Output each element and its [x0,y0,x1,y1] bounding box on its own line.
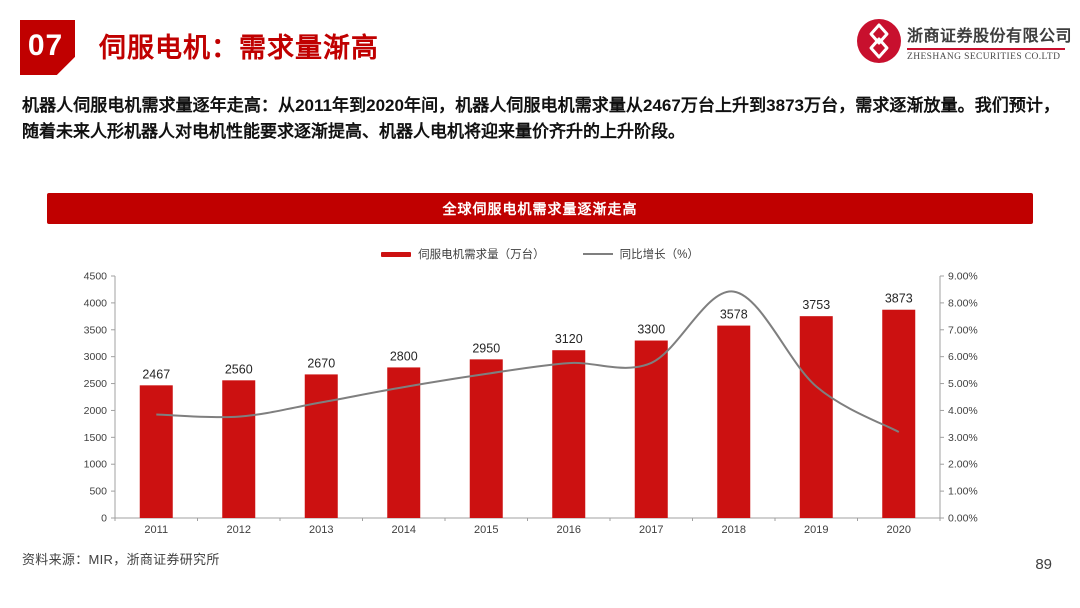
svg-text:4.00%: 4.00% [948,405,978,417]
demand-chart: 0 500 1000 1500 2000 2500 3000 3500 4000 4500 0.00… [84,271,978,537]
svg-text:2018: 2018 [722,524,746,536]
legend-demand-label: 伺服电机需求量（万台） [418,249,545,261]
intro-paragraph: 机器人伺服电机需求量逐年走高：从2011年到2020年间，机器人伺服电机需求量从… [22,96,1060,141]
logo-text-block: 浙商证券股份有限公司 ZHESHANG SECURITIES CO.LTD [907,18,1072,62]
legend-item-demand: 伺服电机需求量（万台） [381,246,545,262]
svg-text:3753: 3753 [802,298,830,312]
section-number-badge: 07 [20,20,75,75]
svg-text:2000: 2000 [84,405,108,417]
svg-text:0: 0 [101,513,107,525]
company-logo: 浙商证券股份有限公司 ZHESHANG SECURITIES CO.LTD [856,18,1072,64]
svg-text:2020: 2020 [887,524,911,536]
chart-title-banner: 全球伺服电机需求量逐渐走高 [47,193,1033,224]
svg-text:2950: 2950 [472,341,500,355]
svg-text:2019: 2019 [804,524,828,536]
svg-text:3.00%: 3.00% [948,432,978,444]
svg-text:2500: 2500 [84,378,108,390]
company-name-cn: 浙商证券股份有限公司 [907,28,1073,45]
page-number: 89 [1035,556,1052,573]
chart-title: 全球伺服电机需求量逐渐走高 [442,200,638,217]
svg-text:2560: 2560 [225,362,253,376]
svg-text:2013: 2013 [309,524,333,536]
company-name-en: ZHESHANG SECURITIES CO.LTD [907,52,1061,62]
svg-text:2014: 2014 [392,524,416,536]
svg-text:7.00%: 7.00% [948,324,978,336]
svg-text:2012: 2012 [227,524,251,536]
svg-text:4000: 4000 [84,297,108,309]
svg-text:5.00%: 5.00% [948,378,978,390]
svg-text:2800: 2800 [390,349,418,363]
svg-text:2670: 2670 [307,356,335,370]
svg-text:2016: 2016 [557,524,581,536]
svg-text:3000: 3000 [84,351,108,363]
svg-text:3500: 3500 [84,324,108,336]
page-title: 伺服电机：需求量渐高 [99,33,379,63]
chart-legend: 伺服电机需求量（万台） 同比增长（%） [0,246,1080,262]
legend-line-swatch [582,253,613,255]
svg-text:2015: 2015 [474,524,498,536]
svg-text:1.00%: 1.00% [948,486,978,498]
svg-text:3873: 3873 [885,292,913,306]
svg-text:9.00%: 9.00% [948,271,978,283]
svg-text:3300: 3300 [637,323,665,337]
svg-text:6.00%: 6.00% [948,351,978,363]
logo-mark-icon [857,19,901,63]
source-note: 资料来源：MIR，浙商证券研究所 [22,552,220,567]
svg-text:3120: 3120 [555,332,583,346]
svg-text:2017: 2017 [639,524,663,536]
svg-text:2467: 2467 [142,367,170,381]
company-name-underline [907,48,1065,50]
legend-item-growth: 同比增长（%） [582,246,699,262]
svg-text:1500: 1500 [84,432,108,444]
svg-text:4500: 4500 [84,271,108,283]
svg-text:1000: 1000 [84,459,108,471]
section-number: 07 [27,28,64,62]
legend-growth-label: 同比增长（%） [619,249,699,261]
svg-text:3578: 3578 [720,308,748,322]
svg-text:2011: 2011 [144,524,168,536]
svg-text:500: 500 [89,486,107,498]
svg-text:2.00%: 2.00% [948,459,978,471]
svg-text:0.00%: 0.00% [948,513,978,525]
svg-text:8.00%: 8.00% [948,297,978,309]
legend-bar-swatch [381,251,412,257]
